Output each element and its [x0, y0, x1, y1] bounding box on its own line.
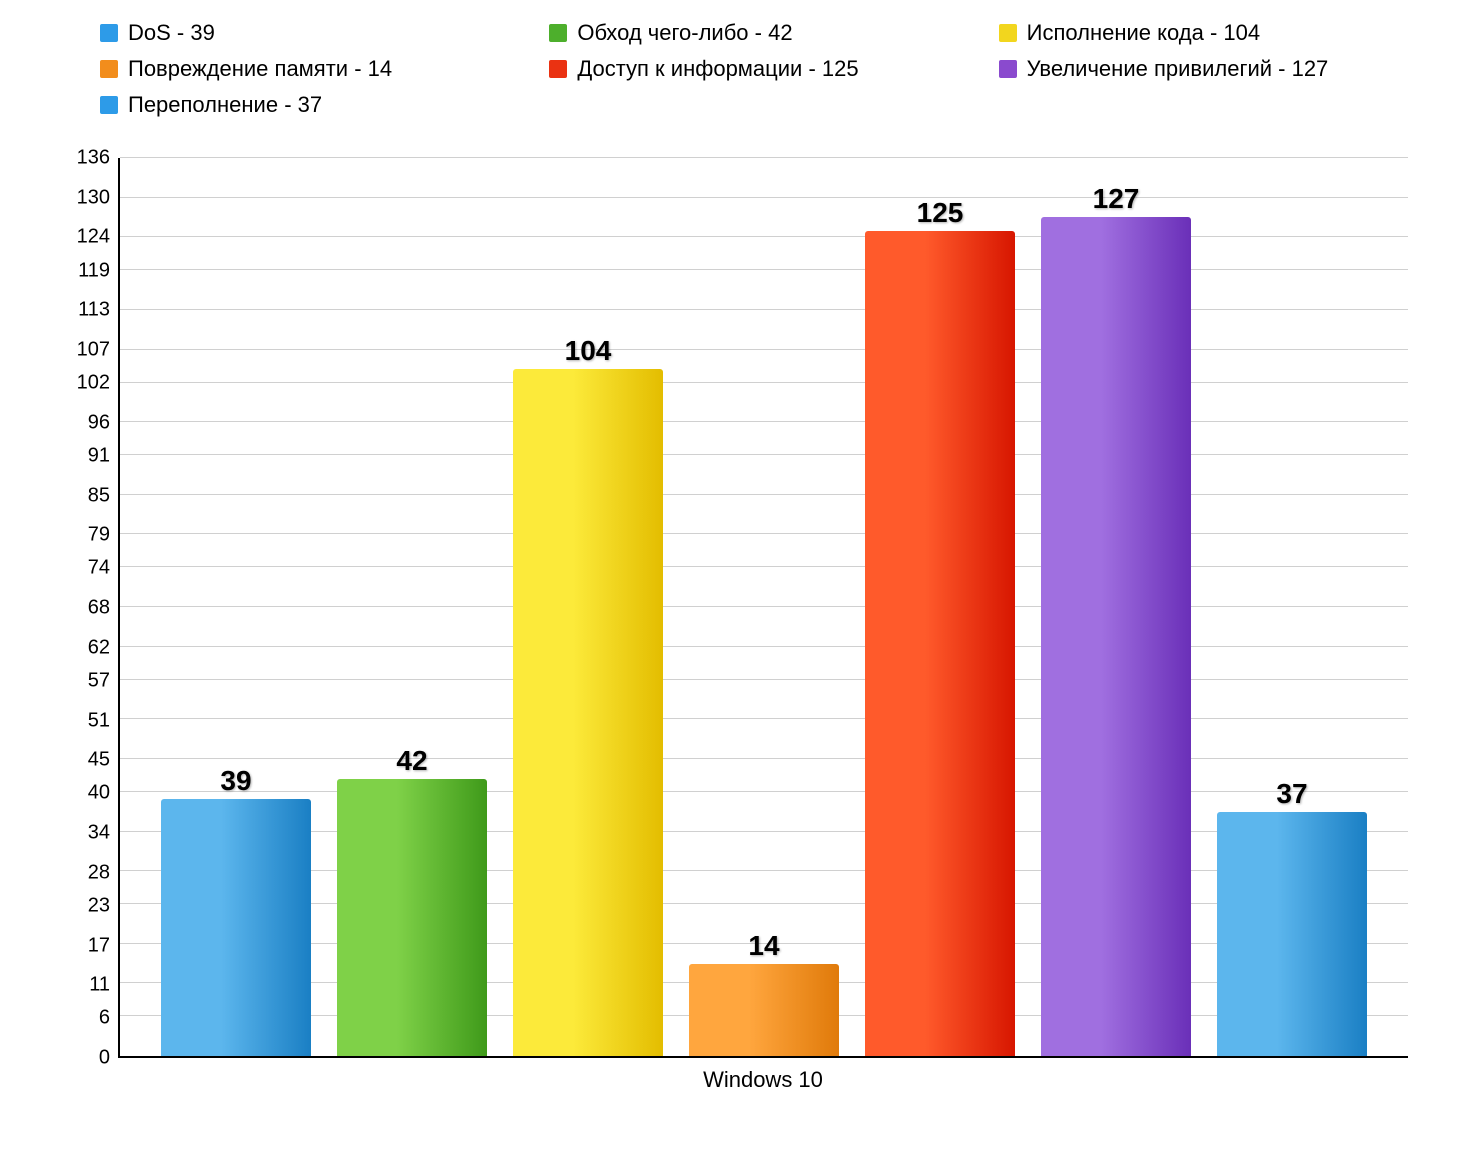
bar-value-label: 14	[748, 930, 779, 962]
legend-label: Исполнение кода - 104	[1027, 20, 1260, 46]
y-tick-label: 28	[88, 861, 110, 884]
y-tick-label: 34	[88, 822, 110, 845]
legend-item: Обход чего-либо - 42	[549, 20, 958, 46]
legend-label: Повреждение памяти - 14	[128, 56, 392, 82]
y-tick-label: 96	[88, 411, 110, 434]
y-tick-label: 40	[88, 782, 110, 805]
y-tick-label: 68	[88, 597, 110, 620]
bar-value-label: 39	[220, 765, 251, 797]
y-tick-label: 85	[88, 484, 110, 507]
y-tick-label: 91	[88, 444, 110, 467]
bars-group: 39421041412512737	[120, 158, 1408, 1056]
bar-wrap: 125	[860, 158, 1020, 1056]
bar: 37	[1217, 812, 1367, 1056]
y-tick-label: 136	[77, 147, 110, 170]
legend-swatch	[100, 24, 118, 42]
legend-label: Доступ к информации - 125	[577, 56, 858, 82]
bar-wrap: 37	[1212, 158, 1372, 1056]
bar: 42	[337, 779, 487, 1056]
legend-swatch	[999, 24, 1017, 42]
legend-item: Переполнение - 37	[100, 92, 509, 118]
y-tick-label: 0	[99, 1047, 110, 1070]
chart-area: 0 6 11 17 23 28 34 40 45 51 57 62 68 74 79 85 91 96 102 107…	[60, 158, 1408, 1098]
chart-container: DoS - 39 Обход чего-либо - 42 Исполнение к…	[0, 0, 1468, 1170]
y-tick-label: 74	[88, 557, 110, 580]
y-tick-label: 6	[99, 1007, 110, 1030]
y-tick-label: 113	[78, 299, 110, 322]
legend: DoS - 39 Обход чего-либо - 42 Исполнение к…	[100, 20, 1408, 118]
legend-item: Увеличение привилегий - 127	[999, 56, 1408, 82]
legend-item: Доступ к информации - 125	[549, 56, 958, 82]
bar: 125	[865, 231, 1015, 1056]
bar-value-label: 127	[1093, 183, 1140, 215]
y-tick-label: 119	[78, 259, 110, 282]
bar: 14	[689, 964, 839, 1056]
legend-label: Увеличение привилегий - 127	[1027, 56, 1329, 82]
y-tick-label: 102	[77, 372, 110, 395]
bar-value-label: 37	[1276, 778, 1307, 810]
bar-wrap: 39	[156, 158, 316, 1056]
y-tick-label: 62	[88, 636, 110, 659]
legend-label: Переполнение - 37	[128, 92, 322, 118]
legend-label: DoS - 39	[128, 20, 215, 46]
bar-wrap: 127	[1036, 158, 1196, 1056]
legend-swatch	[100, 96, 118, 114]
legend-swatch	[999, 60, 1017, 78]
y-tick-label: 23	[88, 894, 110, 917]
bar-wrap: 14	[684, 158, 844, 1056]
legend-item: Исполнение кода - 104	[999, 20, 1408, 46]
y-tick-label: 130	[77, 186, 110, 209]
legend-item: DoS - 39	[100, 20, 509, 46]
bar-wrap: 104	[508, 158, 668, 1056]
y-tick-label: 57	[88, 669, 110, 692]
x-axis-label: Windows 10	[118, 1067, 1408, 1093]
legend-item: Повреждение памяти - 14	[100, 56, 509, 82]
y-tick-label: 17	[88, 934, 110, 957]
bar: 104	[513, 369, 663, 1056]
bar-value-label: 42	[396, 745, 427, 777]
y-tick-label: 107	[77, 338, 110, 361]
legend-label: Обход чего-либо - 42	[577, 20, 792, 46]
y-axis: 0611172328344045515762687479859196102107…	[60, 158, 118, 1058]
y-tick-label: 11	[89, 974, 110, 997]
y-tick-label: 45	[88, 749, 110, 772]
legend-swatch	[549, 24, 567, 42]
legend-swatch	[549, 60, 567, 78]
bar-value-label: 104	[565, 335, 612, 367]
y-tick-label: 51	[88, 709, 110, 732]
plot-area: 39421041412512737	[118, 158, 1408, 1058]
y-tick-label: 79	[88, 524, 110, 547]
legend-swatch	[100, 60, 118, 78]
bar-value-label: 125	[917, 197, 964, 229]
bar: 39	[161, 799, 311, 1057]
y-tick-label: 124	[77, 226, 110, 249]
bar: 127	[1041, 217, 1191, 1056]
bar-wrap: 42	[332, 158, 492, 1056]
